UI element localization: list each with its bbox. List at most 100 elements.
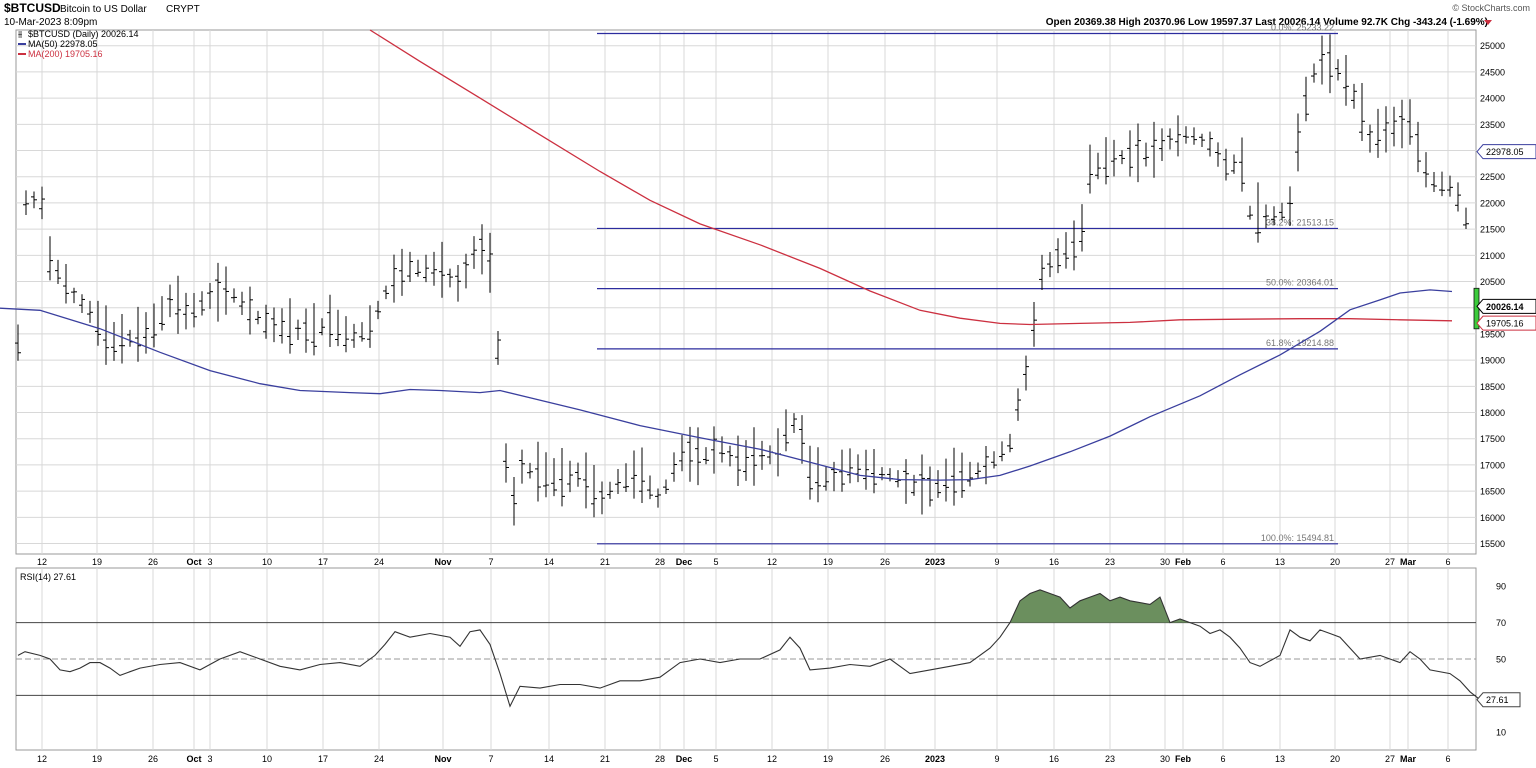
ohlc-bar [1271,206,1277,225]
time-tick-label: 9 [994,557,999,567]
ohlc-bar [215,262,221,322]
rsi-time-tick-label: 28 [655,754,665,764]
ohlc-bar [1175,115,1181,157]
ohlc-bar [719,436,725,463]
price-tick-label: 20500 [1480,277,1505,287]
price-tick-label: 17500 [1480,434,1505,444]
rsi-tick-label: 70 [1496,618,1506,628]
ohlc-bar [23,190,29,216]
ohlc-bar [919,454,925,515]
price-time-grid [41,30,1449,554]
ohlc-bar [463,253,469,289]
rsi-tick-label: 10 [1496,727,1506,737]
symbol-title: $BTCUSD [4,1,61,15]
ohlc-bar [1183,126,1189,144]
ohlc-bar [223,266,229,315]
ohlc-bar [1423,152,1429,188]
rsi-time-tick-label: 3 [207,754,212,764]
ohlc-bar [583,452,589,509]
ohlc-bar [103,305,109,365]
ohlc-bar [335,309,341,347]
ohlc-bar [1231,154,1237,174]
price-tick-label: 18000 [1480,408,1505,418]
ohlc-bar [71,287,77,304]
ohlc-bar [495,331,501,365]
ohlc-bar [127,329,133,347]
fib-level-label: 38.2%: 21513.15 [1266,217,1334,227]
ohlc-bar [167,284,173,318]
ohlc-bar [1279,202,1285,221]
ohlc-bar [1159,128,1165,162]
ohlc-bar [951,447,957,506]
price-legend: ⫵ $BTCUSD (Daily) 20026.14 MA(50) 22978.… [18,29,139,59]
ohlc-bar [647,475,653,500]
rsi-tick-label: 50 [1496,655,1506,665]
ohlc-bar [527,462,533,479]
ohlc-bar [1263,204,1269,229]
time-tick-label: 24 [374,557,384,567]
ohlc-bar [159,296,165,331]
price-badge-box [1476,315,1536,331]
ohlc-bar [1319,35,1325,85]
ohlc-bar [1415,121,1421,173]
ohlc-bar [135,306,141,362]
ohlc-bar [775,428,781,477]
time-tick-label: 12 [37,557,47,567]
rsi-time-tick-label: 12 [767,754,777,764]
fib-level-label: 50.0%: 20364.01 [1266,278,1334,288]
ohlc-bar [1215,142,1221,167]
ohlc-bar [959,452,965,498]
ohlc-bar [559,448,565,507]
price-axis-labels: 15500 16000 16500 17000 17500 18000 18500 19000… [1480,41,1505,549]
ohlc-bar [791,413,797,433]
rsi-time-tick-label: 2023 [925,754,945,764]
ohlc-bar [511,477,517,526]
ohlc-bar [1015,388,1021,421]
price-tick-label: 16000 [1480,513,1505,523]
time-tick-label: Nov [434,557,451,567]
ohlc-bar [439,241,445,298]
rsi-overbought-fill [1010,589,1190,623]
ohlc-bar [1383,106,1389,153]
time-tick-label: 10 [262,557,272,567]
ohlc-bar [1239,137,1245,192]
ohlc-bar [1087,144,1093,194]
ohlc-bar [759,440,765,470]
rsi-legend-label: RSI(14) 27.61 [20,572,76,582]
rsi-time-tick-label: 30 [1160,754,1170,764]
ohlc-bar [207,283,213,309]
ohlc-bar [239,291,245,316]
time-tick-label: 2023 [925,557,945,567]
ohlc-bar [1055,238,1061,274]
ma50-legend-label: MA(50) 22978.05 [28,39,98,49]
ohlc-bar [967,461,973,487]
time-tick-label: 7 [488,557,493,567]
ohlc-bar [1223,148,1229,181]
ohlc-bar [1463,207,1469,230]
ohlc-bar [655,488,661,508]
ohlc-bar [599,481,605,515]
ohlc-bar [703,447,709,465]
price-tick-label: 22500 [1480,172,1505,182]
ohlc-bar [311,303,317,356]
ohlc-bar [375,300,381,320]
ohlc-bar [231,288,237,303]
rsi-time-tick-label: 23 [1105,754,1115,764]
time-tick-label: 14 [544,557,554,567]
rsi-time-tick-label: 17 [318,754,328,764]
ohlc-bar [447,268,453,288]
price-tick-label: 24000 [1480,94,1505,104]
rsi-axis-labels: 1030507090 [1496,582,1506,738]
time-axis-labels: 12 19 26 Oct 3 10 17 24 Nov 7 14 21 28 Dec 5 12 19 26 2023… [37,557,1451,567]
ohlc-bar [1023,355,1029,391]
price-tick-label: 25000 [1480,41,1505,51]
ohlc-bar [639,447,645,504]
ohlc-bar [391,254,397,303]
rsi-time-tick-label: Dec [676,754,693,764]
ohlc-bar [39,186,45,220]
time-tick-label: 30 [1160,557,1170,567]
ohlc-bar [831,461,837,492]
time-tick-label: Oct [186,557,201,567]
price-grid [16,45,1476,545]
rsi-time-tick-label: 19 [92,754,102,764]
